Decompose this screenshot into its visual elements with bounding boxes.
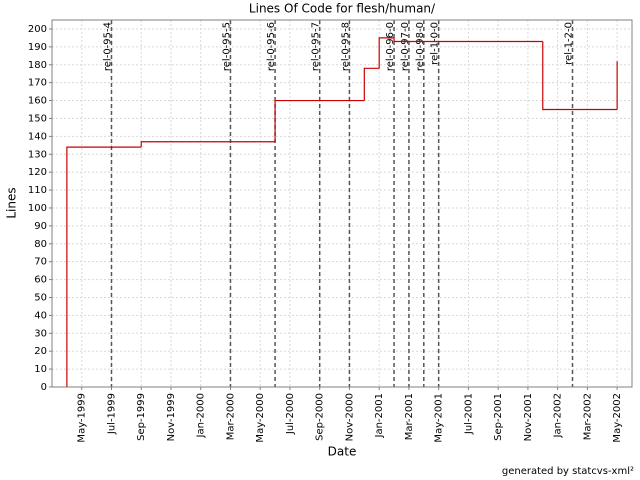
y-tick-label: 200	[28, 24, 47, 35]
x-tick-label: Jan-2002	[553, 393, 564, 438]
release-label: rel-0-95-4	[102, 22, 113, 71]
y-tick-label: 180	[28, 60, 47, 71]
y-tick-label: 30	[34, 328, 47, 339]
y-tick-label: 190	[28, 42, 47, 53]
y-tick-label: 60	[34, 275, 47, 286]
y-tick-label: 130	[28, 149, 47, 160]
x-tick-label: Sep-2001	[493, 393, 504, 441]
release-label: rel-0-95-7	[311, 22, 322, 71]
x-tick-label: May-2000	[255, 393, 266, 443]
x-tick-label: Sep-1999	[136, 393, 147, 441]
x-tick-label: Mar-2001	[404, 393, 415, 440]
plot-frame	[51, 19, 633, 388]
step-segment	[363, 67, 380, 101]
x-tick-label: Nov-2000	[344, 393, 355, 441]
y-tick-label: 170	[28, 78, 47, 89]
y-tick-label: 140	[28, 131, 47, 142]
step-segment	[140, 141, 276, 148]
release-label: rel-0-95-8	[340, 22, 351, 71]
x-tick-label: Nov-1999	[166, 393, 177, 441]
y-tick-label: 0	[41, 382, 47, 393]
x-tick-label: Jan-2001	[374, 393, 385, 438]
y-tick-label: 20	[34, 346, 47, 357]
chart-title: Lines Of Code for flesh/human/	[249, 2, 436, 16]
release-label: rel-0-97-0	[400, 22, 411, 71]
y-axis-label: Lines	[5, 187, 19, 218]
y-tick-label: 110	[28, 185, 47, 196]
release-label: rel-1-0-0	[430, 22, 441, 65]
release-label: rel-0-98-0	[415, 22, 426, 71]
x-tick-label: Mar-2000	[225, 393, 236, 440]
release-label: rel-0-95-6	[266, 22, 277, 71]
step-segment	[542, 41, 618, 111]
x-tick-label: Jan-2000	[196, 393, 207, 438]
y-tick-label: 70	[34, 257, 47, 268]
step-segment	[274, 99, 365, 142]
footer: generated by statcvs-xml²	[502, 466, 634, 477]
plot-area	[52, 20, 632, 387]
x-tick-label: Sep-2000	[315, 393, 326, 441]
x-tick-label: May-2001	[434, 393, 445, 443]
release-label: rel-0-96-0	[385, 22, 396, 71]
y-tick-label: 150	[28, 113, 47, 124]
y-tick-label: 40	[34, 310, 47, 321]
x-tick-label: Nov-2001	[523, 393, 534, 441]
y-tick-label: 90	[34, 221, 47, 232]
step-segment	[393, 37, 543, 43]
y-tick-label: 160	[28, 96, 47, 107]
y-tick-label: 10	[34, 364, 47, 375]
x-tick-label: May-1999	[77, 393, 88, 443]
x-axis-label: Date	[328, 445, 357, 459]
x-tick-label: Jul-1999	[106, 393, 117, 435]
x-tick-label: May-2002	[612, 393, 623, 443]
x-tick-label: Jul-2000	[285, 393, 296, 435]
y-tick-label: 80	[34, 239, 47, 250]
y-tick-label: 50	[34, 292, 47, 303]
x-tick-label: Mar-2002	[582, 393, 593, 440]
step-segment	[378, 37, 395, 69]
release-label: rel-0-95-5	[221, 22, 232, 71]
x-tick-label: Jul-2001	[463, 393, 474, 435]
release-label: rel-1-2-0	[564, 22, 575, 65]
y-tick-label: 120	[28, 167, 47, 178]
y-tick-label: 100	[28, 203, 47, 214]
step-segment	[66, 146, 142, 387]
